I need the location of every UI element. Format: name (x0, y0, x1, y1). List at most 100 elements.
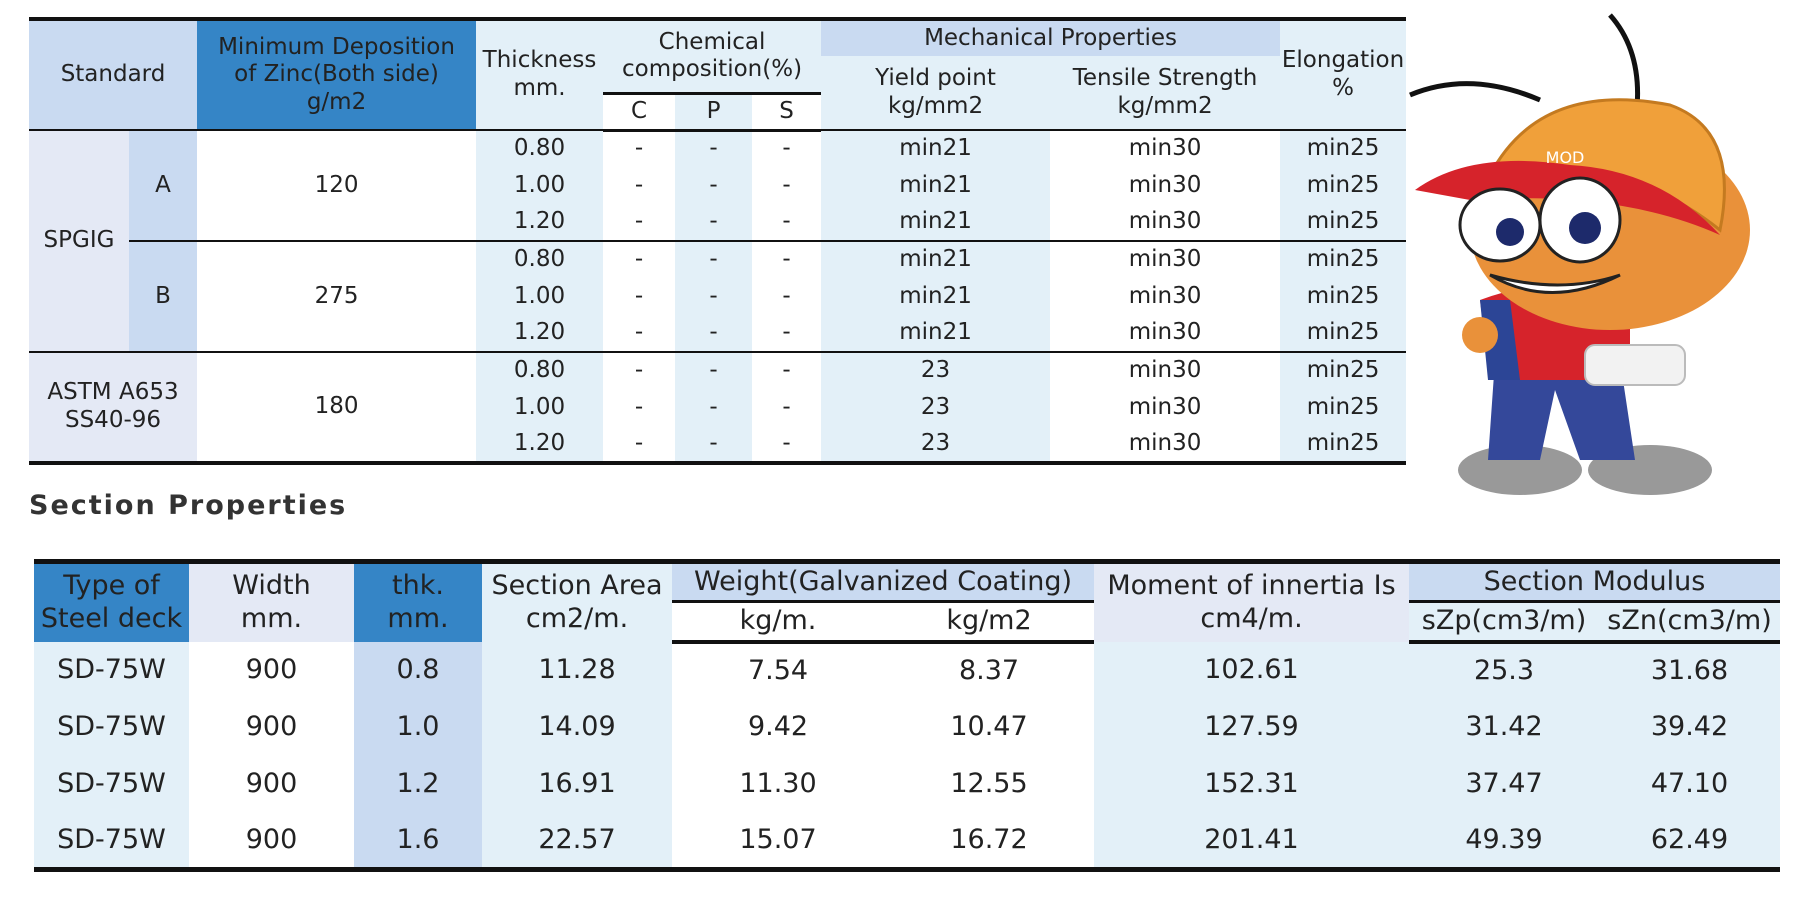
data-cell: 62.49 (1599, 812, 1780, 870)
data-cell: min30 (1050, 240, 1281, 278)
data-cell: - (603, 426, 676, 463)
table-row: SD-75W 900 1.2 16.91 11.30 12.55 152.31 37.47 47… (34, 755, 1780, 813)
data-cell: 16.72 (884, 812, 1094, 870)
table-row: SD-75W 900 1.0 14.09 9.42 10.47 127.59 31.42 39.… (34, 698, 1780, 756)
header-cell: Section Area cm2/m. (482, 561, 672, 642)
data-cell: min30 (1050, 278, 1281, 315)
data-cell: - (675, 278, 753, 315)
data-cell: min30 (1050, 129, 1281, 167)
table-row: Type of Steel deck Width mm. thk. mm. Secti… (34, 561, 1780, 642)
data-cell: 31.68 (1599, 641, 1780, 699)
data-cell: 23 (821, 389, 1051, 426)
data-cell: min25 (1280, 129, 1407, 167)
data-cell: - (603, 278, 676, 315)
header-cell: Type of Steel deck (34, 561, 189, 642)
table-row: SPGIG A 120 0.80- - - min21 min30 min25 (29, 129, 1407, 352)
zinc-cell: 120 (197, 129, 477, 241)
data-cell: SD-75W (34, 812, 189, 870)
table-row: Yield point kg/mm2 Tensile Strength kg/mm… (29, 56, 1406, 130)
data-cell: min21 (821, 204, 1051, 241)
data-cell: 152.31 (1094, 755, 1409, 813)
data-cell: - (752, 167, 822, 204)
grade-cell: A (129, 129, 198, 241)
header-cell: kg/m2 (884, 600, 1094, 644)
grade-cell: B (129, 240, 198, 352)
data-cell: - (752, 129, 822, 167)
data-cell: 12.55 (884, 755, 1094, 813)
data-cell: 1.0 (354, 698, 482, 756)
header-cell: Section Modulus (1409, 561, 1780, 602)
data-cell: 16.91 (482, 755, 672, 813)
header-cell: Width mm. (189, 561, 354, 642)
table-row: SD-75W 900 1.6 22.57 15.07 16.72 201.41 49.39 62… (34, 812, 1780, 870)
data-cell: 127.59 (1094, 698, 1409, 756)
data-cell: min25 (1280, 351, 1407, 389)
table-row: 1.00- - - min21 min30 min25 (29, 278, 1407, 315)
data-cell: min30 (1050, 389, 1281, 426)
data-cell: 1.00 (476, 278, 604, 315)
data-cell: min25 (1280, 240, 1407, 278)
data-cell: 0.8 (354, 641, 482, 699)
data-cell: 9.42 (672, 698, 884, 756)
data-cell: - (603, 240, 676, 278)
data-cell: - (752, 389, 822, 426)
header-cell: sZn(cm3/m) (1599, 600, 1780, 644)
data-cell: min25 (1280, 389, 1407, 426)
data-cell: 1.20 (476, 204, 604, 241)
data-cell: 23 (821, 351, 1051, 389)
data-cell: 22.57 (482, 812, 672, 870)
data-cell: min30 (1050, 426, 1281, 463)
data-cell: - (675, 204, 753, 241)
data-cell: min25 (1280, 426, 1407, 463)
data-cell: min30 (1050, 167, 1281, 204)
data-cell: - (675, 240, 753, 278)
data-cell: min21 (821, 167, 1051, 204)
data-cell: min30 (1050, 351, 1281, 389)
data-cell: 37.47 (1409, 755, 1599, 813)
data-cell: - (603, 315, 676, 352)
data-cell: 0.80 (476, 129, 604, 167)
data-cell: min25 (1280, 278, 1407, 315)
data-cell: - (675, 167, 753, 204)
data-cell: 900 (189, 812, 354, 870)
data-cell: min21 (821, 315, 1051, 352)
data-cell: - (603, 129, 676, 167)
header-cell: P (675, 91, 753, 132)
section-table: Type of Steel deck Width mm. thk. mm. Secti… (34, 559, 1780, 872)
header-cell: Chemical composition(%) (603, 19, 822, 93)
data-cell: 15.07 (672, 812, 884, 870)
data-cell: 1.00 (476, 389, 604, 426)
data-cell: 7.54 (672, 641, 884, 699)
data-cell: 39.42 (1599, 698, 1780, 756)
data-cell: 0.80 (476, 351, 604, 389)
data-cell: min21 (821, 240, 1051, 278)
zinc-cell: 275 (197, 240, 477, 352)
data-cell: 11.30 (672, 755, 884, 813)
data-cell: 1.20 (476, 315, 604, 352)
table-row: 1.00- - - min21 min30 min25 (29, 167, 1407, 204)
header-cell: thk. mm. (354, 561, 482, 642)
header-cell: Weight(Galvanized Coating) (672, 561, 1094, 602)
zinc-cell: 180 (197, 351, 477, 463)
data-cell: - (675, 315, 753, 352)
table-row: kg/m. kg/m2 sZp(cm3/m) sZn(cm3/m) (34, 600, 1780, 644)
data-cell: - (675, 129, 753, 167)
data-cell: SD-75W (34, 698, 189, 756)
data-cell: - (752, 426, 822, 463)
table-row: B 275 0.80- - - min21 min30 min25 (29, 240, 1407, 352)
data-cell: 14.09 (482, 698, 672, 756)
data-cell: 49.39 (1409, 812, 1599, 870)
data-cell: min21 (821, 129, 1051, 167)
data-cell: - (675, 351, 753, 389)
data-cell: 8.37 (884, 641, 1094, 699)
header-cell: kg/m. (672, 600, 884, 644)
header-cell: Thickness mm. (476, 19, 604, 130)
data-cell: min30 (1050, 204, 1281, 241)
data-cell: 201.41 (1094, 812, 1409, 870)
header-cell: Tensile Strength kg/mm2 (1050, 56, 1281, 130)
data-cell: min25 (1280, 167, 1407, 204)
data-cell: min25 (1280, 315, 1407, 352)
mascot: MOD (1409, 13, 1750, 495)
